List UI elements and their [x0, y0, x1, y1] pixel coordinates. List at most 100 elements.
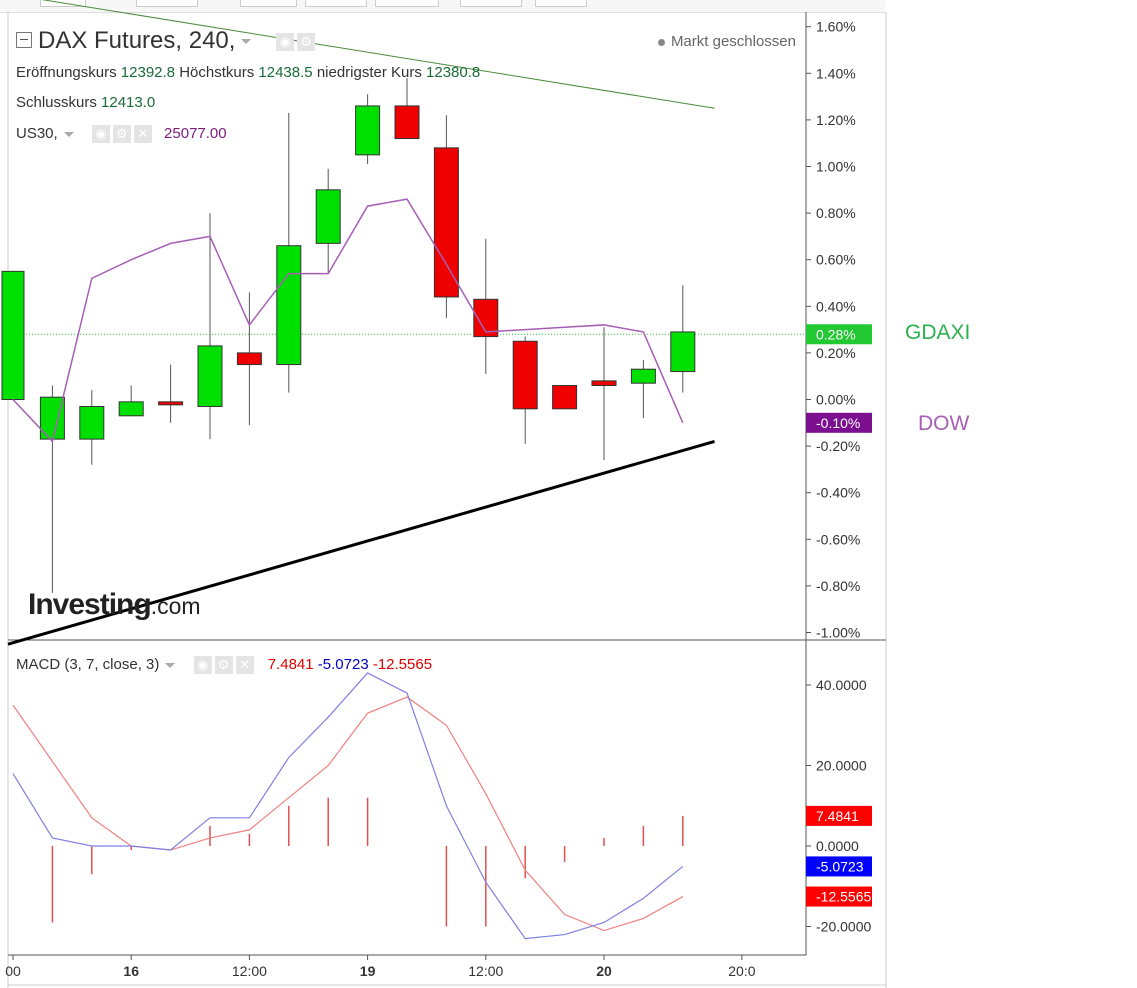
macd-label[interactable]: MACD (3, 7, close, 3)	[16, 656, 160, 673]
investing-logo: Investing.com	[28, 588, 201, 622]
candle-up	[315, 189, 341, 244]
dropdown-caret-icon[interactable]	[63, 131, 74, 137]
close-icon[interactable]: ✕	[133, 125, 152, 144]
y-tick-label: -0.60%	[816, 531, 860, 547]
chart-title-row: DAX Futures, 240, ◉ ⚙	[16, 27, 316, 55]
gear-icon[interactable]: ⚙	[214, 656, 233, 675]
trendline	[41, 0, 715, 109]
y-tick-label: 0.40%	[816, 298, 856, 314]
y-tick-label: -1.00%	[816, 625, 860, 641]
candle-down	[158, 401, 184, 406]
last-value-box	[806, 324, 872, 345]
candle-down	[433, 147, 459, 298]
y-tick-label: -0.40%	[816, 485, 860, 501]
x-tick-label: 20	[596, 963, 612, 979]
x-tick-label: 20:0	[728, 963, 755, 979]
gear-icon[interactable]: ⚙	[112, 125, 131, 144]
x-tick-label: 19	[360, 963, 376, 979]
toolbar-strip	[0, 0, 886, 13]
high-value: 12438.5	[258, 64, 313, 81]
open-value: 12392.8	[120, 64, 176, 81]
candle-up	[276, 245, 302, 366]
macd-signal-line	[12, 696, 684, 932]
macd-last-value-label: 7.4841	[816, 808, 859, 824]
market-status: Markt geschlossen	[657, 33, 796, 50]
macd-last-value-box	[806, 886, 872, 907]
low-value: 12380.8	[426, 64, 481, 81]
x-tick-label: 00	[5, 963, 21, 979]
dropdown-caret-icon[interactable]	[165, 662, 176, 668]
gdaxi-annotation: GDAXI	[905, 321, 971, 344]
y-tick-label: -0.80%	[816, 578, 860, 594]
trendline	[7, 439, 715, 646]
y-tick-label: 1.40%	[816, 65, 856, 81]
y-tick-label: 0.00%	[816, 392, 856, 408]
chart-title: DAX Futures, 240,	[38, 27, 236, 54]
macd-line	[12, 672, 684, 940]
close-row: Schlusskurs 12413.0	[16, 94, 155, 111]
eye-icon[interactable]: ◉	[91, 125, 110, 144]
macd-y-tick-label: -20.0000	[816, 919, 871, 935]
last-value-box	[806, 412, 872, 433]
candle-up	[1, 270, 25, 400]
macd-last-value-label: -12.5565	[816, 889, 871, 905]
macd-y-tick-label: 0.0000	[816, 838, 859, 854]
ohlc-row: Eröffnungskurs 12392.8 Höchstkurs 12438.…	[16, 64, 480, 81]
compare-symbol[interactable]: US30,	[16, 125, 58, 142]
y-tick-label: 0.80%	[816, 205, 856, 221]
candle-down	[236, 352, 262, 366]
market-status-text: Markt geschlossen	[670, 33, 796, 50]
y-tick-label: 0.60%	[816, 252, 856, 268]
candle-down	[512, 340, 538, 410]
y-tick-label: 0.20%	[816, 345, 856, 361]
candle-up	[118, 401, 144, 417]
macd-y-tick-label: 20.0000	[816, 758, 867, 774]
y-tick-label: 1.00%	[816, 159, 856, 175]
dropdown-caret-icon[interactable]	[241, 39, 252, 45]
macd-header-row: MACD (3, 7, close, 3) ◉ ⚙ ✕ 7.4841 -5.0723…	[16, 656, 433, 675]
candle-up	[670, 331, 696, 373]
macd-y-tick-label: 40.0000	[816, 677, 867, 693]
macd-signal-value: -12.5565	[372, 656, 433, 673]
candle-up	[355, 105, 381, 156]
close-label: Schlusskurs	[16, 94, 97, 111]
compare-value: 25077.00	[164, 125, 227, 142]
price-pane: 1.60% 1.40% 1.20% 1.00% 0.80% 0.60% 0.40% 0.20%…	[1, 0, 887, 988]
macd-hist-value: 7.4841	[267, 656, 314, 673]
candle-up	[197, 345, 223, 407]
y-tick-label: 1.20%	[816, 112, 856, 128]
candle-down	[394, 105, 420, 140]
macd-pane: 40.0000 20.0000 0.0000 -20.0000 7.4841 -5.072…	[12, 672, 872, 940]
logo-main: Investing	[28, 588, 152, 621]
y-tick-label: 1.60%	[816, 19, 856, 35]
gear-icon[interactable]: ⚙	[297, 32, 316, 51]
candle-down	[552, 385, 578, 410]
candle-up	[79, 405, 105, 440]
eye-icon[interactable]: ◉	[193, 656, 212, 675]
close-icon[interactable]: ✕	[235, 656, 254, 675]
open-label: Eröffnungskurs	[16, 64, 117, 81]
candle-up	[630, 368, 656, 384]
macd-last-value-box	[806, 805, 872, 826]
close-value: 12413.0	[101, 94, 156, 111]
x-tick-label: 16	[123, 963, 139, 979]
y-tick-label: -0.20%	[816, 438, 860, 454]
x-tick-label: 12:00	[468, 963, 503, 979]
high-label: Höchstkurs	[179, 64, 255, 81]
last-value-label: -0.10%	[816, 415, 860, 431]
collapse-icon[interactable]	[16, 31, 32, 48]
macd-line-value: -5.0723	[317, 656, 369, 673]
logo-suffix: .com	[150, 593, 201, 619]
dow-annotation: DOW	[918, 412, 970, 435]
macd-last-value-box	[806, 856, 872, 877]
eye-icon[interactable]: ◉	[276, 32, 295, 51]
us30-line	[12, 198, 684, 443]
status-dot-icon	[657, 38, 665, 46]
low-label: niedrigster Kurs	[316, 64, 422, 81]
macd-last-value-label: -5.0723	[816, 858, 864, 874]
last-value-label: 0.28%	[816, 326, 856, 342]
x-tick-label: 12:00	[232, 963, 267, 979]
compare-row: US30, ◉ ⚙ ✕ 25077.00	[16, 125, 227, 144]
candle-down	[591, 380, 617, 387]
